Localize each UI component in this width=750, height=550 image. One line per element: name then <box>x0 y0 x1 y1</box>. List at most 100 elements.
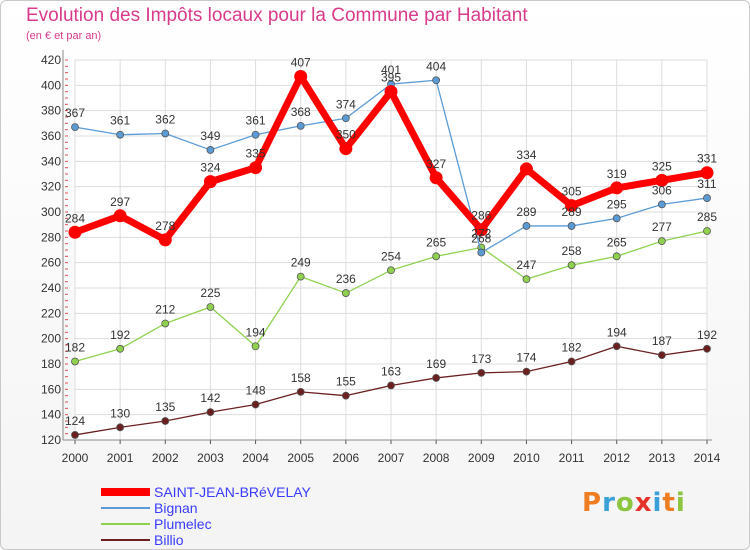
data-point-billio <box>206 408 215 417</box>
data-point-bignan <box>703 194 711 202</box>
data-label-saint-jean-br-velay: 334 <box>516 148 536 162</box>
data-label-plumelec: 182 <box>65 340 85 354</box>
data-point-plumelec <box>567 261 576 270</box>
legend-label-saint-jean-br-velay: SAINT-JEAN-BRéVELAY <box>154 484 312 500</box>
y-tick-label: 360 <box>41 129 61 143</box>
data-label-plumelec: 249 <box>291 256 311 270</box>
data-point-saint-jean-br-velay <box>610 181 624 195</box>
data-label-saint-jean-br-velay: 305 <box>562 185 582 199</box>
x-tick-label: 2013 <box>649 451 676 465</box>
data-point-saint-jean-br-velay <box>429 171 443 185</box>
chart-subtitle: (en € et par an) <box>26 30 102 42</box>
x-tick-label: 2009 <box>468 451 495 465</box>
data-label-bignan: 295 <box>607 197 627 211</box>
data-point-plumelec <box>116 344 125 353</box>
data-point-bignan <box>161 129 170 138</box>
data-label-billio: 173 <box>471 352 491 366</box>
y-tick-label: 380 <box>41 104 61 118</box>
x-tick-label: 2011 <box>559 451 585 465</box>
data-label-saint-jean-br-velay: 324 <box>200 161 220 175</box>
data-point-plumelec <box>71 357 79 366</box>
data-point-bignan <box>341 114 350 123</box>
data-label-bignan: 311 <box>697 177 716 191</box>
data-point-billio <box>116 423 125 432</box>
grid <box>74 59 708 441</box>
data-label-saint-jean-br-velay: 335 <box>246 147 266 161</box>
data-point-saint-jean-br-velay <box>519 162 533 176</box>
data-label-bignan: 349 <box>200 129 220 143</box>
data-point-billio <box>387 381 395 390</box>
data-label-saint-jean-br-velay: 297 <box>110 195 130 209</box>
data-label-bignan: 361 <box>246 114 266 128</box>
data-point-saint-jean-br-velay <box>655 173 669 187</box>
data-point-bignan <box>432 76 441 85</box>
data-label-saint-jean-br-velay: 350 <box>336 128 356 142</box>
data-label-bignan: 289 <box>562 205 582 219</box>
x-tick-label: 2003 <box>197 451 224 465</box>
x-tick-label: 2010 <box>513 451 540 465</box>
data-label-billio: 158 <box>291 371 311 385</box>
data-point-plumelec <box>341 289 350 297</box>
data-label-bignan: 404 <box>426 59 446 73</box>
legend-label-bignan: Bignan <box>154 500 198 516</box>
data-point-plumelec <box>703 227 711 235</box>
data-label-billio: 130 <box>110 406 130 420</box>
data-label-plumelec: 225 <box>200 286 220 300</box>
data-label-bignan: 361 <box>110 114 130 128</box>
data-point-bignan <box>251 130 260 139</box>
data-point-billio <box>341 391 350 400</box>
data-label-billio: 194 <box>607 325 627 339</box>
data-label-billio: 142 <box>200 391 220 405</box>
data-point-billio <box>703 344 711 353</box>
data-label-bignan: 268 <box>471 232 491 246</box>
data-point-saint-jean-br-velay <box>158 233 172 247</box>
data-point-saint-jean-br-velay <box>384 85 398 99</box>
data-label-saint-jean-br-velay: 327 <box>426 157 446 171</box>
data-label-saint-jean-br-velay: 395 <box>381 71 401 85</box>
data-label-bignan: 374 <box>336 97 356 111</box>
x-tick-label: 2007 <box>378 451 405 465</box>
data-label-plumelec: 277 <box>652 220 672 234</box>
data-label-plumelec: 258 <box>562 244 582 258</box>
data-point-saint-jean-br-velay <box>474 223 488 237</box>
data-label-plumelec: 194 <box>246 325 266 339</box>
data-label-billio: 187 <box>652 334 672 348</box>
data-label-bignan: 368 <box>291 105 311 119</box>
legend-label-billio: Billio <box>154 532 184 548</box>
data-point-plumelec <box>612 252 621 261</box>
y-tick-label: 200 <box>41 332 61 346</box>
data-point-bignan <box>296 121 305 130</box>
data-label-saint-jean-br-velay: 278 <box>155 219 175 233</box>
data-label-saint-jean-br-velay: 319 <box>607 167 627 181</box>
data-label-saint-jean-br-velay: 284 <box>65 211 85 225</box>
x-tick-label: 2001 <box>107 451 134 465</box>
data-point-bignan <box>71 123 79 132</box>
data-label-billio: 169 <box>426 357 446 371</box>
data-label-billio: 148 <box>246 384 266 398</box>
x-tick-label: 2014 <box>694 451 721 465</box>
data-label-plumelec: 212 <box>155 302 175 316</box>
y-tick-label: 300 <box>41 205 61 219</box>
data-point-plumelec <box>161 319 170 328</box>
y-tick-label: 180 <box>41 357 61 371</box>
x-tick-label: 2012 <box>603 451 630 465</box>
data-label-bignan: 362 <box>155 112 175 126</box>
chart-title: Evolution des Impôts locaux pour la Comm… <box>26 5 528 26</box>
data-point-saint-jean-br-velay <box>203 175 217 189</box>
data-label-bignan: 367 <box>65 106 85 120</box>
data-point-plumelec <box>522 275 531 284</box>
data-point-saint-jean-br-velay <box>249 161 263 175</box>
data-label-plumelec: 247 <box>516 258 536 272</box>
data-point-plumelec <box>432 252 441 261</box>
x-tick-label: 2000 <box>62 451 89 465</box>
data-point-billio <box>657 351 666 360</box>
data-point-plumelec <box>387 266 395 275</box>
data-point-saint-jean-br-velay <box>68 225 82 239</box>
data-label-saint-jean-br-velay: 407 <box>291 55 311 69</box>
y-tick-label: 120 <box>41 433 61 447</box>
y-tick-label: 320 <box>41 180 61 194</box>
y-tick-label: 240 <box>41 281 61 295</box>
data-label-billio: 135 <box>155 400 175 414</box>
x-tick-label: 2005 <box>287 451 314 465</box>
